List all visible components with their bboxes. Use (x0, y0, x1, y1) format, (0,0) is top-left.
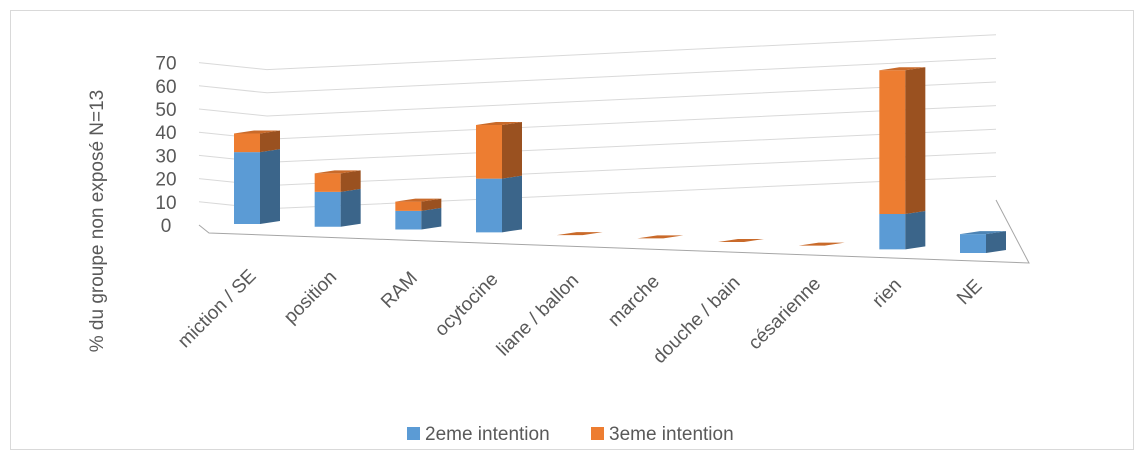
bar-top (718, 239, 764, 242)
y-axis-label: % du groupe non exposé N=13 (87, 90, 108, 353)
bar-front (395, 201, 422, 211)
bar-group (960, 231, 1006, 253)
y-tick-label: 10 (155, 193, 176, 214)
bar-group (395, 198, 442, 230)
bar-segment (234, 149, 280, 224)
bar-top (314, 170, 361, 174)
bar-side (260, 130, 280, 153)
bar-front (234, 152, 260, 224)
bar-group (556, 232, 603, 236)
bar-front (476, 178, 502, 233)
bar-group (718, 239, 764, 242)
bar-side (421, 207, 442, 230)
bar-group (879, 67, 926, 250)
bar-segment (879, 211, 926, 250)
bar-segment (476, 122, 522, 179)
bar-side (986, 231, 1006, 253)
x-tick-label: césarienne (745, 273, 826, 354)
x-tick-label: douche / bain (649, 272, 745, 368)
bar-front (879, 214, 906, 250)
y-tick-label: 0 (161, 216, 172, 237)
bar-top (637, 235, 684, 239)
x-tick-label: NE (953, 276, 987, 310)
bar-front (879, 70, 906, 214)
y-tick-label: 60 (155, 77, 176, 98)
bar-side (905, 67, 926, 214)
bar-top (879, 67, 926, 71)
bar-top (476, 122, 522, 125)
bar-top (395, 198, 442, 202)
y-tick-label: 50 (155, 100, 176, 121)
bar-side (502, 122, 522, 179)
gridline (198, 57, 997, 94)
bar-side (260, 149, 280, 224)
gridline (198, 34, 997, 71)
bar-side (905, 211, 926, 250)
y-tick-label: 40 (155, 123, 176, 144)
legend: 2eme intention 3eme intention (407, 424, 734, 445)
bar-segment (879, 67, 926, 214)
bar-front (395, 210, 422, 230)
legend-swatch (591, 427, 604, 440)
bar-front (960, 234, 986, 253)
bar-group (234, 130, 280, 224)
legend-label: 2eme intention (425, 424, 550, 445)
bar-segment (234, 130, 280, 153)
y-tick-label: 70 (155, 54, 176, 75)
floor-outline (198, 199, 1030, 264)
bar-segment (476, 175, 522, 233)
gridline (198, 81, 997, 117)
bar-segment (960, 231, 1006, 253)
bar-group (314, 170, 361, 227)
bar-front (314, 191, 341, 227)
bars (234, 67, 1006, 253)
bar-front (476, 125, 502, 179)
x-tick-label: miction / SE (174, 266, 261, 353)
bar-top (556, 232, 603, 236)
bar-side (340, 170, 361, 192)
bar-side (421, 198, 442, 211)
bar-group (637, 235, 684, 239)
x-tick-label: liane / ballon (493, 270, 583, 360)
bar-segment (314, 188, 361, 227)
legend-swatch (407, 427, 420, 440)
bar-segment (314, 170, 361, 192)
y-tick-label: 30 (155, 146, 176, 167)
x-tick-label: position (280, 267, 341, 328)
bar-front (314, 173, 341, 192)
x-tick-label: rien (869, 275, 906, 312)
legend-label: 3eme intention (609, 424, 734, 445)
bar-group (798, 242, 845, 246)
bar-group (476, 122, 522, 233)
x-tick-label: marche (604, 271, 664, 331)
x-tick-label: RAM (377, 268, 422, 313)
y-tick-label: 20 (155, 170, 176, 191)
bar-top (234, 130, 280, 134)
bar-front (234, 133, 260, 153)
bar-segment (395, 207, 442, 230)
chart-frame: 0 10 20 30 40 50 60 70 miction / SE position RAM o… (10, 10, 1134, 450)
x-tick-label: ocytocine (431, 269, 503, 341)
legend-item: 2eme intention (407, 424, 550, 445)
bar-segment (395, 198, 442, 211)
bar-top (960, 231, 1006, 235)
axis (198, 199, 1030, 264)
bar-side (502, 175, 522, 233)
bar-side (340, 188, 361, 227)
gridline (198, 128, 997, 163)
bar-top (798, 242, 845, 246)
legend-item: 3eme intention (591, 424, 734, 445)
